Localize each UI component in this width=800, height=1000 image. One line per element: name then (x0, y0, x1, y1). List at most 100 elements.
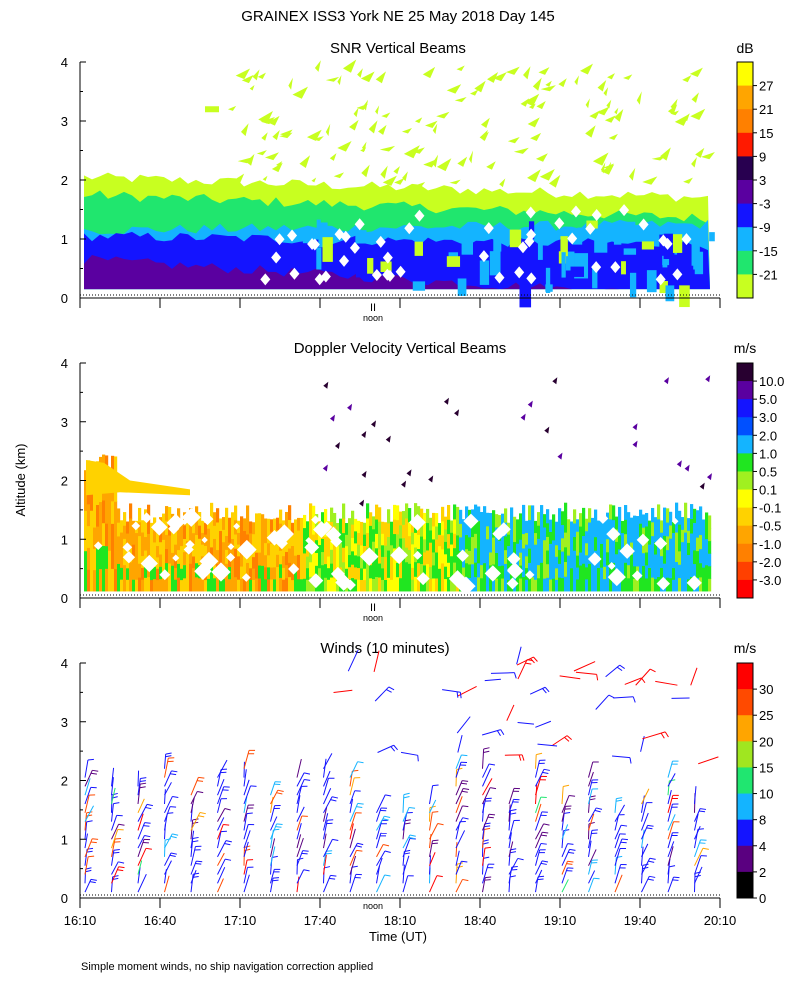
y-tick-label: 2 (61, 474, 68, 489)
barb-flag (85, 867, 92, 870)
doppler-cell (507, 556, 511, 569)
colorbar-swatch (737, 85, 753, 110)
doppler-cell (180, 534, 184, 547)
doppler-cell (372, 516, 376, 530)
doppler-cell (591, 542, 595, 555)
colorbar-swatch (737, 561, 753, 581)
doppler-cell (576, 567, 580, 580)
doppler-cell (681, 553, 685, 567)
barb-flag (139, 780, 146, 782)
doppler-cell (561, 564, 565, 579)
doppler-cell (108, 509, 112, 531)
doppler-cell (669, 524, 673, 539)
doppler-cell (612, 533, 616, 549)
doppler-cell (186, 578, 190, 592)
doppler-cell (279, 509, 283, 524)
wind-barb (641, 824, 654, 840)
snr-gap (591, 261, 602, 274)
doppler-cell (135, 555, 139, 569)
snr-patch (367, 258, 374, 274)
doppler-cell (378, 577, 382, 592)
wind-barb (270, 805, 281, 822)
barb-flag (456, 767, 463, 771)
doppler-cell (207, 578, 211, 592)
barb-staff (323, 807, 328, 822)
barb-staff (667, 790, 672, 805)
wind-barb (588, 849, 597, 866)
doppler-cell (471, 522, 475, 538)
doppler-cell (645, 525, 649, 540)
barb-staff (323, 796, 333, 814)
wind-barb (517, 659, 534, 680)
doppler-cell (558, 521, 562, 537)
barb-staff (323, 778, 329, 796)
snr-blob (628, 167, 636, 181)
barb-staff (588, 771, 594, 787)
doppler-cell (327, 556, 331, 569)
barb-staff (296, 806, 305, 822)
doppler-cell (162, 539, 166, 553)
barb-flag (303, 869, 310, 872)
snr-blob (487, 72, 499, 83)
doppler-cell (693, 522, 697, 537)
doppler-cell (606, 577, 610, 592)
doppler-cell (531, 562, 535, 578)
snr-gap (274, 233, 285, 246)
doppler-cell (555, 556, 559, 569)
doppler-cell (354, 518, 358, 532)
doppler-cell (657, 504, 661, 520)
doppler-cell (654, 517, 658, 530)
snr-patch (322, 237, 333, 262)
doppler-cell (561, 537, 565, 552)
doppler-cell (153, 541, 157, 555)
colorbar-swatch (737, 871, 753, 899)
doppler-cell (207, 528, 211, 542)
doppler-cell (378, 535, 382, 550)
doppler-cell (354, 554, 358, 568)
doppler-cell (384, 568, 388, 580)
doppler-cell (504, 577, 508, 592)
wind-barb (588, 771, 594, 787)
snr-blob (513, 147, 529, 154)
doppler-cell (621, 567, 625, 580)
doppler-cell (195, 548, 199, 564)
doppler-cell (564, 546, 568, 563)
doppler-cell (315, 526, 319, 541)
doppler-cell (522, 519, 526, 535)
doppler-cell (168, 562, 172, 578)
barb-staff (349, 823, 354, 840)
doppler-cell (321, 512, 325, 526)
doppler-cell (528, 562, 532, 578)
colorbar-tick-label: -3.0 (759, 573, 781, 588)
doppler-cell (171, 526, 175, 541)
wind-barb (455, 805, 469, 822)
barb-flag (169, 854, 176, 857)
barb-flag (89, 881, 96, 884)
barb-staff (517, 722, 535, 725)
doppler-cell (507, 579, 511, 592)
snr-blob (329, 153, 337, 161)
wind-barb (296, 834, 302, 849)
barb-flag (669, 865, 676, 868)
doppler-gap (463, 513, 479, 529)
barb-staff (698, 756, 719, 765)
doppler-cell (390, 556, 394, 569)
wind-barb (137, 822, 151, 840)
doppler-cell (420, 536, 424, 551)
doppler-cell (639, 563, 643, 578)
doppler-cell (687, 554, 691, 568)
barb-staff (164, 806, 171, 822)
wind-barb (588, 840, 592, 857)
doppler-cell (519, 513, 523, 527)
doppler-cell (330, 563, 334, 578)
wind-barb (296, 806, 305, 822)
doppler-cell (264, 530, 268, 544)
snr-blob (606, 161, 612, 173)
doppler-cell (582, 563, 586, 578)
doppler-cell (273, 518, 277, 532)
wind-barb (455, 761, 468, 778)
wind-barb (190, 830, 195, 849)
doppler-cell (336, 545, 340, 558)
doppler-cell (600, 555, 604, 568)
doppler-cell (249, 556, 253, 569)
